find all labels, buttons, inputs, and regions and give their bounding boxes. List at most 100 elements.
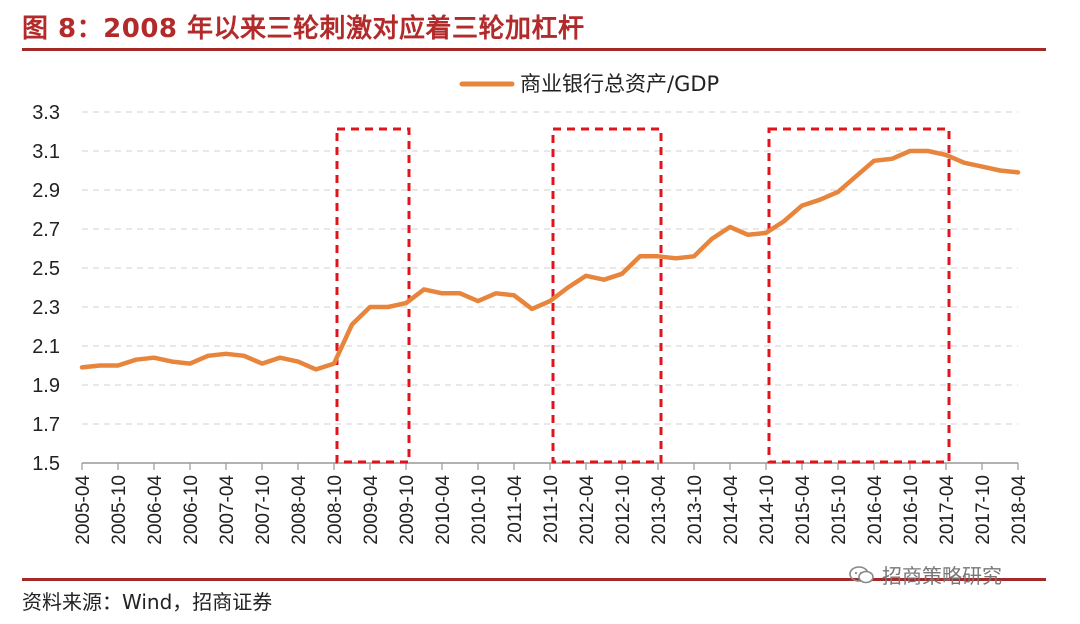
data-point bbox=[386, 305, 390, 309]
x-tick-label: 2010-10 bbox=[469, 475, 490, 545]
x-tick-label: 2007-04 bbox=[217, 475, 238, 545]
data-point bbox=[872, 159, 876, 163]
data-point bbox=[368, 305, 372, 309]
data-point bbox=[836, 190, 840, 194]
data-point bbox=[530, 307, 534, 311]
x-tick-label: 2014-10 bbox=[757, 475, 778, 545]
x-tick-label: 2005-10 bbox=[109, 475, 130, 545]
x-tick-label: 2008-10 bbox=[325, 475, 346, 545]
y-tick-label: 2.7 bbox=[32, 219, 60, 241]
data-point bbox=[782, 219, 786, 223]
data-point bbox=[548, 299, 552, 303]
data-point bbox=[314, 367, 318, 371]
data-point bbox=[944, 153, 948, 157]
title-rule bbox=[22, 48, 1046, 51]
data-point bbox=[350, 322, 354, 327]
y-tick-label: 1.5 bbox=[32, 453, 60, 475]
data-point bbox=[908, 149, 912, 153]
x-tick-label: 2005-04 bbox=[73, 475, 94, 545]
data-point bbox=[602, 278, 606, 282]
data-point bbox=[422, 287, 426, 292]
y-tick-label: 2.5 bbox=[32, 258, 60, 280]
data-point bbox=[224, 352, 228, 356]
watermark: 招商策略研究 bbox=[848, 560, 1002, 589]
x-tick-label: 2015-10 bbox=[829, 475, 850, 545]
y-tick-label: 2.9 bbox=[32, 180, 60, 202]
data-point bbox=[1016, 170, 1020, 175]
data-point bbox=[332, 361, 336, 366]
data-point bbox=[764, 231, 768, 235]
x-tick-label: 2011-04 bbox=[505, 475, 526, 544]
x-tick-label: 2009-10 bbox=[397, 475, 418, 545]
x-tick-label: 2018-04 bbox=[1009, 475, 1030, 545]
series-layer bbox=[79, 148, 1021, 372]
x-axis: 2005-04 2005-10 2006-04 2006-10 2007-04 2007-… bbox=[73, 462, 1030, 545]
data-point bbox=[242, 354, 246, 358]
highlight-boxes bbox=[335, 127, 951, 464]
data-point bbox=[818, 198, 822, 202]
y-tick-label: 3.3 bbox=[32, 102, 60, 124]
data-point bbox=[620, 272, 624, 276]
data-point bbox=[656, 254, 660, 258]
x-tick-label: 2012-10 bbox=[613, 475, 634, 545]
data-point bbox=[152, 356, 156, 360]
data-point bbox=[998, 168, 1002, 173]
data-point bbox=[962, 161, 966, 165]
x-tick-label: 2009-04 bbox=[361, 475, 382, 545]
data-point bbox=[638, 254, 642, 258]
y-tick-label: 2.1 bbox=[32, 336, 60, 358]
data-point bbox=[890, 157, 894, 161]
data-point bbox=[674, 256, 678, 260]
x-tick-label: 2006-04 bbox=[145, 475, 166, 545]
source-note: 资料来源：Wind，招商证券 bbox=[22, 590, 273, 614]
data-point bbox=[80, 365, 84, 370]
y-tick-label: 1.9 bbox=[32, 375, 60, 397]
data-point bbox=[206, 354, 210, 358]
x-tick-label: 2017-10 bbox=[973, 475, 994, 545]
data-point bbox=[854, 174, 858, 178]
data-point bbox=[746, 233, 750, 237]
x-tick-label: 2007-10 bbox=[253, 475, 274, 545]
x-tick-label: 2013-04 bbox=[649, 475, 670, 545]
x-tick-label: 2014-04 bbox=[721, 475, 742, 545]
data-point bbox=[980, 165, 984, 169]
data-point bbox=[728, 225, 732, 229]
data-point bbox=[566, 285, 570, 290]
figure-title: 图 8：2008 年以来三轮刺激对应着三轮加杠杆 bbox=[22, 14, 585, 44]
wechat-icon bbox=[849, 565, 874, 583]
legend: 商业银行总资产/GDP bbox=[459, 72, 719, 96]
x-tick-label: 2015-04 bbox=[793, 475, 814, 545]
data-point bbox=[98, 363, 102, 368]
data-point bbox=[692, 254, 696, 258]
y-tick-label: 3.1 bbox=[32, 141, 60, 163]
y-tick-label: 2.3 bbox=[32, 297, 60, 319]
series-line bbox=[79, 148, 1021, 372]
x-tick-label: 2016-10 bbox=[901, 475, 922, 545]
watermark-text: 招商策略研究 bbox=[882, 564, 1002, 588]
data-point bbox=[170, 360, 174, 364]
data-point bbox=[584, 274, 588, 278]
legend-label: 商业银行总资产/GDP bbox=[520, 72, 719, 96]
highlight-box bbox=[767, 127, 951, 464]
data-point bbox=[116, 363, 120, 368]
highlight-box bbox=[335, 127, 411, 464]
data-point bbox=[278, 356, 282, 360]
y-tick-label: 1.7 bbox=[32, 414, 60, 436]
data-point bbox=[404, 301, 408, 305]
data-point bbox=[494, 291, 498, 295]
y-axis-ticks: 1.5 1.7 1.9 2.1 2.3 2.5 2.7 2.9 3.1 3.3 bbox=[32, 102, 60, 475]
data-point bbox=[296, 360, 300, 364]
x-tick-label: 2012-04 bbox=[577, 475, 598, 545]
data-point bbox=[134, 358, 138, 362]
x-tick-label: 2010-04 bbox=[433, 475, 454, 545]
x-tick-label: 2016-04 bbox=[865, 475, 886, 545]
data-point bbox=[476, 299, 480, 303]
x-tick-label: 2013-10 bbox=[685, 475, 706, 545]
data-point bbox=[188, 361, 192, 366]
footer-rule bbox=[22, 578, 1046, 581]
x-tick-label: 2017-04 bbox=[937, 475, 958, 545]
data-point bbox=[458, 291, 462, 295]
data-point bbox=[260, 361, 264, 366]
x-tick-label: 2011-10 bbox=[541, 475, 562, 543]
